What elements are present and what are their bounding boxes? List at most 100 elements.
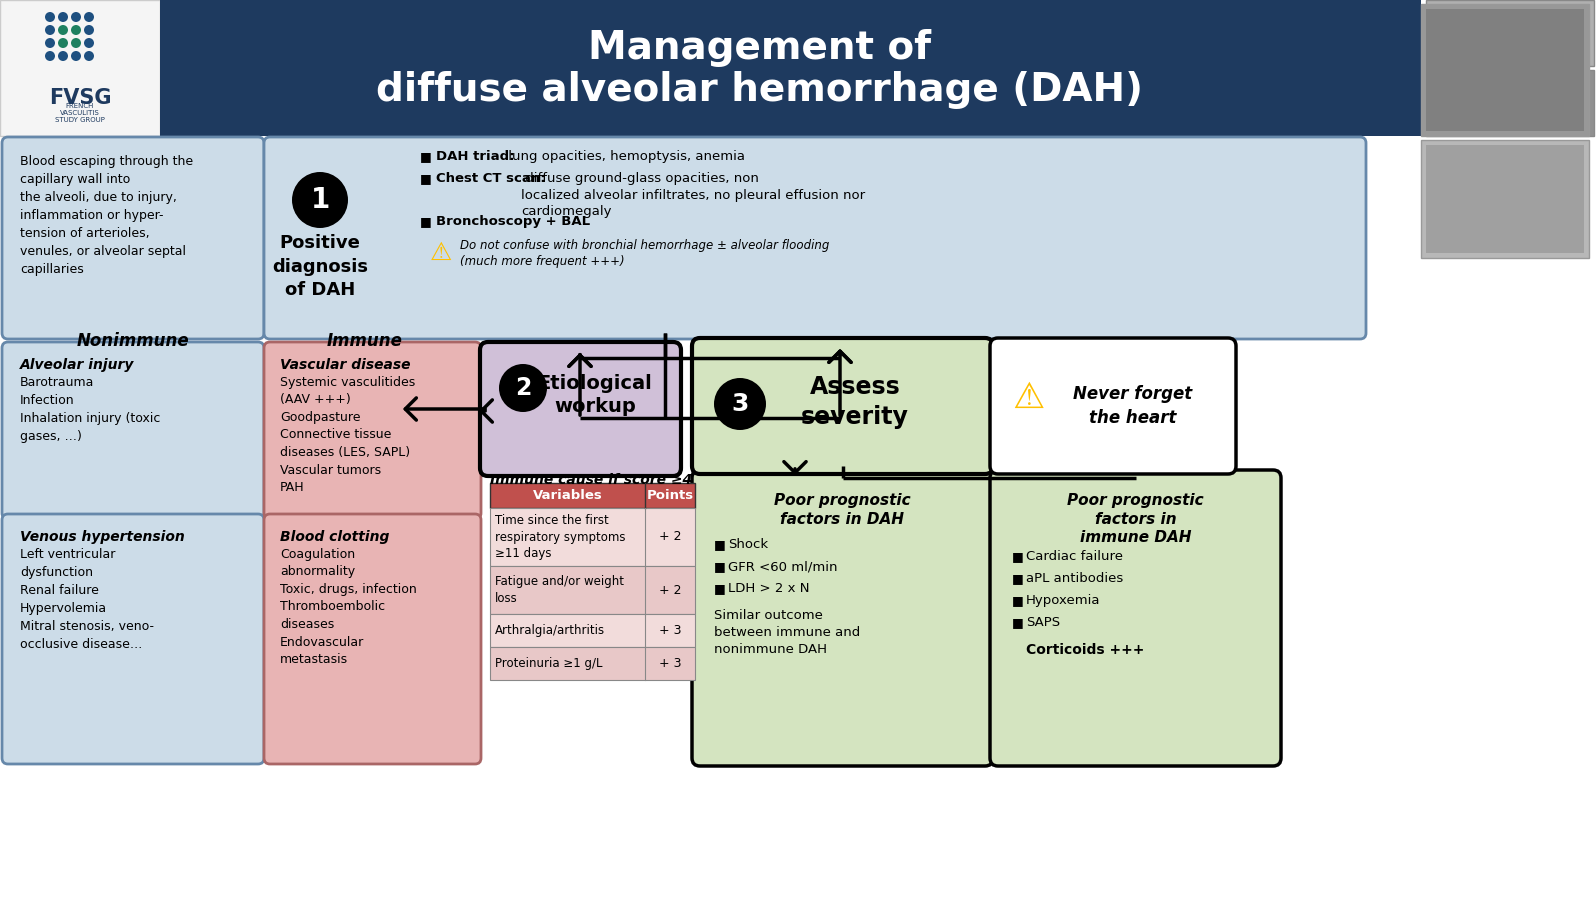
Text: Left ventricular
dysfunction
Renal failure
Hypervolemia
Mitral stenosis, veno-
o: Left ventricular dysfunction Renal failu…	[21, 548, 153, 651]
Text: Etiological
workup: Etiological workup	[538, 374, 653, 417]
Circle shape	[85, 12, 94, 22]
Text: Bronchoscopy + BAL: Bronchoscopy + BAL	[436, 215, 591, 228]
Text: Poor prognostic
factors in
immune DAH: Poor prognostic factors in immune DAH	[1068, 493, 1203, 545]
Text: Venous hypertension: Venous hypertension	[21, 530, 185, 544]
Text: + 3: + 3	[659, 657, 681, 670]
Text: FRENCH
VASCULITIS
STUDY GROUP: FRENCH VASCULITIS STUDY GROUP	[56, 102, 105, 124]
Text: ■: ■	[1012, 594, 1023, 607]
Text: LDH > 2 x N: LDH > 2 x N	[728, 582, 809, 595]
Text: GFR <60 ml/min: GFR <60 ml/min	[728, 560, 838, 573]
Text: Similar outcome
between immune and
nonimmune DAH: Similar outcome between immune and nonim…	[713, 609, 860, 656]
Text: ■: ■	[1012, 550, 1023, 563]
FancyBboxPatch shape	[2, 514, 263, 764]
Circle shape	[713, 378, 766, 430]
Bar	[490, 508, 694, 566]
Text: Points: Points	[646, 489, 694, 502]
Text: Vascular disease: Vascular disease	[279, 358, 410, 372]
Text: Hypoxemia: Hypoxemia	[1026, 594, 1101, 607]
Text: Systemic vasculitides
(AAV +++)
Goodpasture
Connective tissue
diseases (LES, SAP: Systemic vasculitides (AAV +++) Goodpast…	[279, 376, 415, 494]
Text: Shock: Shock	[728, 538, 768, 551]
Text: Blood escaping through the
capillary wall into
the alveoli, due to injury,
infla: Blood escaping through the capillary wal…	[21, 155, 193, 276]
FancyBboxPatch shape	[693, 338, 993, 474]
Text: ⚠: ⚠	[1012, 381, 1044, 415]
Text: + 2: + 2	[659, 584, 681, 596]
Text: Blood clotting: Blood clotting	[279, 530, 389, 544]
Circle shape	[70, 38, 81, 48]
Text: Never forget
the heart: Never forget the heart	[1074, 385, 1192, 427]
Text: 3: 3	[731, 392, 749, 416]
Text: 1: 1	[310, 186, 330, 214]
Text: Coagulation
abnormality
Toxic, drugs, infection
Thromboembolic
diseases
Endovasc: Coagulation abnormality Toxic, drugs, in…	[279, 548, 417, 666]
Text: ■: ■	[420, 172, 433, 185]
Text: ■: ■	[713, 538, 726, 551]
Bar	[1420, 140, 1590, 258]
Text: Barotrauma
Infection
Inhalation injury (toxic
gases, …): Barotrauma Infection Inhalation injury (…	[21, 376, 160, 443]
Circle shape	[85, 51, 94, 61]
Text: Alveolar injury: Alveolar injury	[21, 358, 134, 372]
Bar	[1425, 0, 1594, 66]
Bar	[1425, 9, 1583, 131]
Circle shape	[57, 51, 69, 61]
Text: Poor prognostic
factors in DAH: Poor prognostic factors in DAH	[774, 493, 911, 526]
Circle shape	[70, 25, 81, 35]
Bar	[490, 647, 694, 680]
Text: ■: ■	[420, 150, 433, 163]
Bar	[490, 566, 694, 614]
Text: Proteinuria ≥1 g/L: Proteinuria ≥1 g/L	[495, 657, 603, 670]
Circle shape	[70, 12, 81, 22]
Text: Management of: Management of	[589, 29, 932, 67]
Bar	[490, 483, 694, 508]
FancyBboxPatch shape	[990, 338, 1235, 474]
Bar	[1425, 145, 1583, 253]
FancyBboxPatch shape	[263, 137, 1366, 339]
Text: aPL antibodies: aPL antibodies	[1026, 572, 1124, 585]
Circle shape	[45, 51, 54, 61]
Circle shape	[292, 172, 348, 228]
Text: Positive
diagnosis
of DAH: Positive diagnosis of DAH	[271, 234, 369, 299]
Text: + 3: + 3	[659, 624, 681, 637]
Circle shape	[500, 364, 547, 412]
FancyBboxPatch shape	[480, 342, 681, 476]
FancyBboxPatch shape	[990, 470, 1282, 766]
Text: + 2: + 2	[659, 531, 681, 543]
Text: diffuse ground-glass opacities, non
localized alveolar infiltrates, no pleural e: diffuse ground-glass opacities, non loca…	[520, 172, 865, 218]
Bar	[160, 0, 1420, 136]
Text: Corticoids +++: Corticoids +++	[1026, 643, 1144, 657]
Bar	[1420, 4, 1590, 136]
Text: lung opacities, hemoptysis, anemia: lung opacities, hemoptysis, anemia	[504, 150, 745, 163]
Bar	[1425, 70, 1594, 136]
Text: ■: ■	[420, 215, 433, 228]
Circle shape	[45, 25, 54, 35]
Text: Nonimmune: Nonimmune	[77, 332, 190, 350]
Text: DAH triad:: DAH triad:	[436, 150, 514, 163]
Circle shape	[70, 51, 81, 61]
Text: Assess
severity: Assess severity	[801, 375, 910, 429]
Bar	[0, 0, 160, 136]
FancyBboxPatch shape	[693, 470, 993, 766]
Text: Do not confuse with bronchial hemorrhage ± alveolar flooding
(much more frequent: Do not confuse with bronchial hemorrhage…	[460, 239, 830, 269]
Text: ■: ■	[1012, 616, 1023, 629]
Text: Cardiac failure: Cardiac failure	[1026, 550, 1124, 563]
Text: Variables: Variables	[533, 489, 602, 502]
Text: FVSG: FVSG	[49, 88, 112, 108]
Text: Immune: Immune	[327, 332, 402, 350]
Circle shape	[85, 38, 94, 48]
Text: Time since the first
respiratory symptoms
≥11 days: Time since the first respiratory symptom…	[495, 515, 626, 559]
FancyBboxPatch shape	[263, 342, 480, 519]
FancyBboxPatch shape	[263, 514, 480, 764]
Circle shape	[45, 12, 54, 22]
Text: Fatigue and/or weight
loss: Fatigue and/or weight loss	[495, 576, 624, 604]
FancyBboxPatch shape	[2, 342, 263, 519]
Text: diffuse alveolar hemorrhage (DAH): diffuse alveolar hemorrhage (DAH)	[377, 71, 1143, 109]
Circle shape	[57, 25, 69, 35]
FancyBboxPatch shape	[2, 137, 263, 339]
Text: ■: ■	[713, 582, 726, 595]
Text: ⚠: ⚠	[429, 241, 452, 265]
Bar	[490, 614, 694, 647]
Text: 2: 2	[516, 376, 531, 400]
Circle shape	[85, 25, 94, 35]
Text: ■: ■	[1012, 572, 1023, 585]
Circle shape	[57, 12, 69, 22]
Text: Immune cause if score ≥4: Immune cause if score ≥4	[490, 473, 693, 487]
Circle shape	[57, 38, 69, 48]
